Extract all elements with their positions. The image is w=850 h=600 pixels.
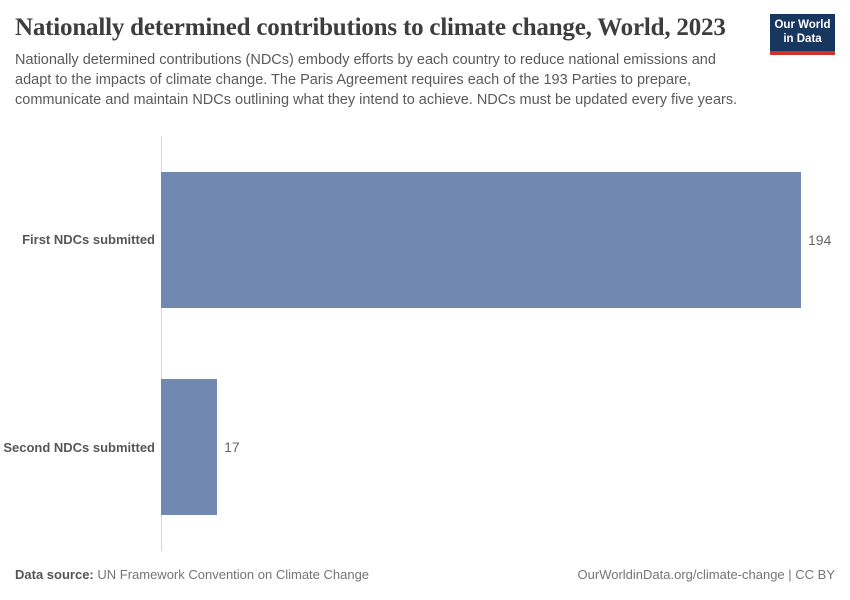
data-source-text: UN Framework Convention on Climate Chang… — [93, 567, 370, 582]
category-label: First NDCs submitted — [22, 232, 155, 248]
chart-subtitle: Nationally determined contributions (NDC… — [15, 52, 738, 108]
bar-rows: First NDCs submitted 194 Second NDCs submi… — [0, 136, 850, 551]
value-label: 194 — [808, 231, 832, 248]
chart-title: Nationally determined contributions to c… — [15, 14, 726, 41]
chart-footer: Data source: UN Framework Convention on … — [15, 567, 835, 582]
data-source: Data source: UN Framework Convention on … — [15, 567, 369, 582]
bar[interactable] — [161, 171, 801, 308]
owid-logo-line1: Our World — [774, 19, 831, 31]
bar-track: 194 — [161, 171, 850, 308]
value-label: 17 — [224, 439, 240, 456]
category-label: Second NDCs submitted — [3, 439, 155, 455]
bar-track: 17 — [161, 379, 850, 516]
y-axis-line — [161, 136, 162, 551]
credit-link[interactable]: OurWorldinData.org/climate-change | CC B… — [577, 567, 835, 582]
owid-logo: Our World in Data — [770, 14, 835, 55]
chart-header: Nationally determined contributions to c… — [15, 13, 760, 110]
data-source-label: Data source: — [15, 567, 94, 582]
bar[interactable] — [161, 379, 218, 516]
bar-chart: First NDCs submitted 194 Second NDCs submi… — [0, 136, 850, 551]
bar-row: First NDCs submitted 194 — [0, 136, 850, 344]
owid-logo-line2: in Data — [783, 32, 822, 45]
bar-row: Second NDCs submitted 17 — [0, 344, 850, 552]
